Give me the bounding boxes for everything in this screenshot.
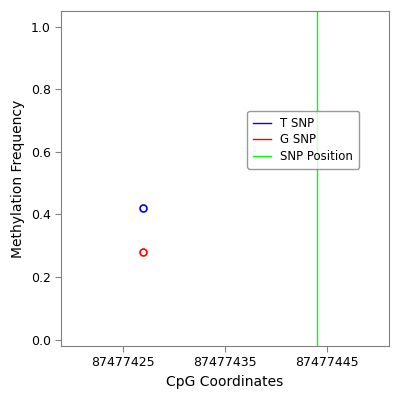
Legend: T SNP, G SNP, SNP Position: T SNP, G SNP, SNP Position — [247, 111, 359, 169]
Y-axis label: Methylation Frequency: Methylation Frequency — [11, 99, 25, 258]
X-axis label: CpG Coordinates: CpG Coordinates — [166, 375, 284, 389]
